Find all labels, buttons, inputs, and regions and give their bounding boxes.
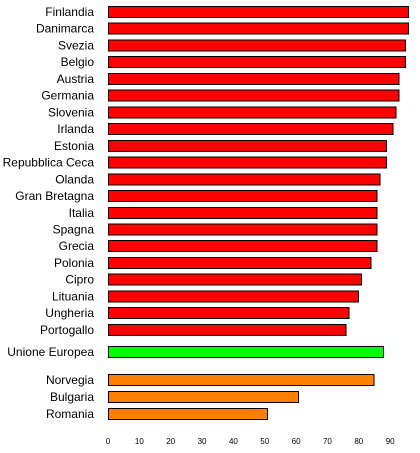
category-label-danimarca: Danimarca — [36, 22, 94, 36]
bars-layer — [108, 6, 409, 420]
bar-spagna — [108, 223, 378, 236]
category-label-estonia: Estonia — [54, 139, 94, 153]
x-tick-label-80: 80 — [354, 437, 363, 446]
category-label-svezia: Svezia — [58, 38, 94, 52]
category-label-olanda: Olanda — [55, 172, 94, 186]
category-label-spagna: Spagna — [53, 222, 95, 236]
bar-portogallo — [108, 323, 347, 336]
bar-belgio — [108, 56, 406, 69]
category-label-bulgaria: Bulgaria — [50, 390, 94, 404]
bar-austria — [108, 72, 400, 85]
category-label-unione-europea: Unione Europea — [7, 345, 94, 359]
category-label-finlandia: Finlandia — [45, 5, 94, 19]
category-label-repubblica-ceca: Repubblica Ceca — [3, 156, 95, 170]
bar-slovenia — [108, 106, 397, 119]
category-label-slovenia: Slovenia — [48, 105, 94, 119]
bar-cipro — [108, 273, 362, 286]
category-label-austria: Austria — [57, 72, 95, 86]
bar-romania — [108, 408, 268, 420]
bar-finlandia — [108, 6, 409, 18]
category-label-gran-bretagna: Gran Bretagna — [15, 189, 94, 203]
bar-unione-europea — [108, 346, 384, 358]
bar-repubblica-ceca — [108, 156, 388, 169]
bar-estonia — [108, 139, 388, 152]
bar-polonia — [108, 256, 372, 269]
x-tick-label-90: 90 — [386, 437, 395, 446]
category-label-lituania: Lituania — [52, 289, 94, 303]
x-axis-tick-labels: 0 10 20 30 40 50 60 70 80 90 — [106, 437, 395, 446]
x-tick-label-10: 10 — [135, 437, 144, 446]
bar-norvegia — [108, 374, 375, 386]
category-label-ungheria: Ungheria — [45, 306, 94, 320]
x-tick-label-60: 60 — [292, 437, 301, 446]
bar-svezia — [108, 39, 406, 52]
bar-gran-bretagna — [108, 190, 378, 203]
bar-bulgaria — [108, 391, 300, 403]
category-label-cipro: Cipro — [65, 273, 94, 287]
category-label-portogallo: Portogallo — [40, 323, 94, 337]
bar-italia — [108, 206, 378, 219]
bar-grecia — [108, 240, 378, 253]
category-label-germania: Germania — [41, 89, 94, 103]
category-labels: Finlandia Danimarca Svezia Belgio Austria Ger… — [3, 5, 95, 421]
bar-ungheria — [108, 307, 350, 320]
x-tick-label-70: 70 — [323, 437, 332, 446]
bar-olanda — [108, 173, 381, 186]
category-label-belgio: Belgio — [61, 55, 95, 69]
category-label-italia: Italia — [69, 206, 95, 220]
x-tick-label-50: 50 — [260, 437, 269, 446]
bar-germania — [108, 89, 400, 102]
x-tick-label-40: 40 — [229, 437, 238, 446]
category-label-grecia: Grecia — [59, 239, 95, 253]
category-label-polonia: Polonia — [54, 256, 94, 270]
bar-irlanda — [108, 123, 394, 136]
category-label-irlanda: Irlanda — [57, 122, 94, 136]
bar-lituania — [108, 290, 359, 303]
x-tick-label-0: 0 — [106, 437, 111, 446]
category-label-norvegia: Norvegia — [46, 373, 94, 387]
bar-danimarca — [108, 22, 409, 35]
category-label-romania: Romania — [46, 407, 94, 421]
x-tick-label-20: 20 — [166, 437, 175, 446]
x-tick-label-30: 30 — [198, 437, 207, 446]
